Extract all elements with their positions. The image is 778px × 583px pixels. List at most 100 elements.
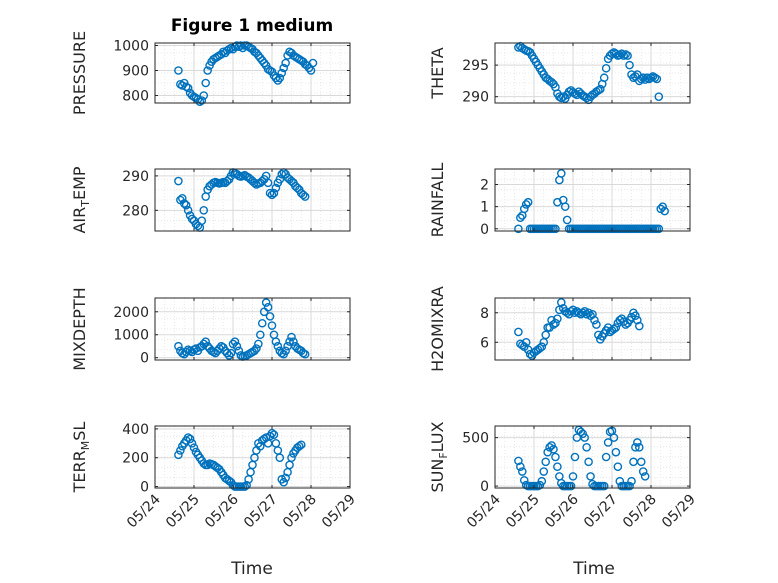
data-point: [592, 320, 601, 329]
data-point: [261, 433, 271, 442]
data-point: [582, 309, 591, 319]
data-point: [551, 224, 560, 234]
data-point: [234, 346, 244, 356]
data-point: [226, 348, 236, 358]
data-point: [549, 444, 558, 454]
data-point: [269, 430, 279, 439]
data-point: [255, 441, 265, 451]
data-point: [273, 341, 283, 351]
axes-box: [494, 297, 691, 361]
data-point: [615, 315, 625, 325]
data-point: [537, 476, 547, 486]
data-point: [203, 460, 212, 470]
data-point: [596, 84, 605, 94]
data-point: [252, 344, 261, 353]
data-point: [594, 86, 603, 95]
y-tick-label: 0: [140, 480, 149, 496]
data-point: [296, 440, 306, 450]
data-point: [261, 298, 271, 307]
data-point: [590, 315, 599, 325]
axes-box: [154, 168, 351, 232]
y-tick-label: 800: [122, 89, 149, 105]
data-point: [187, 439, 197, 448]
subplot-h2omixra: 6 8 H2OMIXRA: [428, 286, 691, 372]
subplot-mixdepth: 0 1000 2000 MIXDEPTH: [70, 287, 351, 371]
data-point: [516, 462, 525, 471]
data-point: [250, 346, 259, 356]
data-point: [566, 481, 576, 491]
data-point: [254, 339, 263, 349]
data-point: [201, 78, 210, 88]
data-point: [279, 63, 289, 73]
x-axis-label-left: Time: [230, 559, 273, 579]
y-tick-label: 295: [462, 58, 489, 74]
y-tick-label: 290: [122, 169, 149, 185]
data-point: [183, 206, 193, 215]
data-point: [607, 49, 617, 59]
data-point: [232, 341, 242, 351]
data-point: [535, 343, 545, 353]
data-point: [519, 475, 529, 485]
data-point: [514, 224, 523, 234]
y-tick-label: 200: [122, 451, 149, 467]
data-point: [177, 193, 187, 203]
data-point: [263, 178, 273, 188]
data-point: [519, 204, 529, 214]
x-axis-label-right: Time: [572, 559, 615, 579]
y-axis-label: RAINFALL: [428, 163, 447, 238]
data-point: [541, 457, 551, 467]
data-point: [584, 457, 593, 467]
data-point: [635, 443, 644, 452]
data-point: [300, 192, 310, 201]
data-point: [599, 481, 609, 491]
data-point: [281, 346, 290, 356]
data-point: [594, 330, 603, 340]
data-point: [201, 337, 210, 346]
data-point: [609, 433, 619, 442]
y-axis-label: THETA: [428, 47, 447, 99]
data-point: [586, 472, 595, 481]
data-point: [537, 342, 547, 352]
axes-box: [154, 425, 351, 489]
y-tick-label: 1000: [113, 39, 149, 55]
y-tick-label: 6: [480, 335, 489, 351]
data-point: [582, 443, 591, 452]
data-point: [549, 320, 558, 329]
data-point: [275, 175, 285, 184]
data-point: [273, 76, 283, 85]
data-point: [650, 73, 660, 83]
data-point: [281, 58, 290, 68]
data-point: [181, 200, 191, 210]
subplot-pressure: 800 900 1000 PRESSURE: [70, 31, 351, 115]
data-point: [285, 337, 294, 346]
data-point: [574, 308, 584, 318]
data-point: [539, 467, 549, 476]
data-point: [603, 438, 613, 447]
data-point: [236, 41, 246, 50]
data-point: [557, 298, 566, 307]
data-point: [601, 63, 611, 73]
data-point: [523, 197, 533, 207]
data-point: [174, 66, 183, 75]
data-point: [195, 97, 205, 107]
y-axis-label: MIXDEPTH: [70, 287, 89, 370]
data-point: [259, 58, 269, 68]
y-tick-label: 280: [122, 203, 149, 219]
y-axis-label: TERRMSL: [70, 422, 92, 494]
data-point: [287, 453, 296, 463]
subplot-air_temp: 280 290 AIRTEMP: [70, 166, 351, 234]
data-point: [652, 74, 662, 84]
data-point: [619, 51, 629, 60]
data-point: [570, 452, 580, 462]
data-point: [174, 176, 183, 186]
data-point: [617, 49, 627, 59]
axes-box: [494, 168, 691, 232]
data-point: [179, 199, 189, 208]
data-point: [588, 309, 597, 319]
data-point: [277, 68, 287, 78]
data-point: [267, 428, 277, 438]
data-point: [611, 323, 621, 332]
y-tick-label: 2: [480, 178, 489, 194]
data-point: [181, 347, 191, 357]
